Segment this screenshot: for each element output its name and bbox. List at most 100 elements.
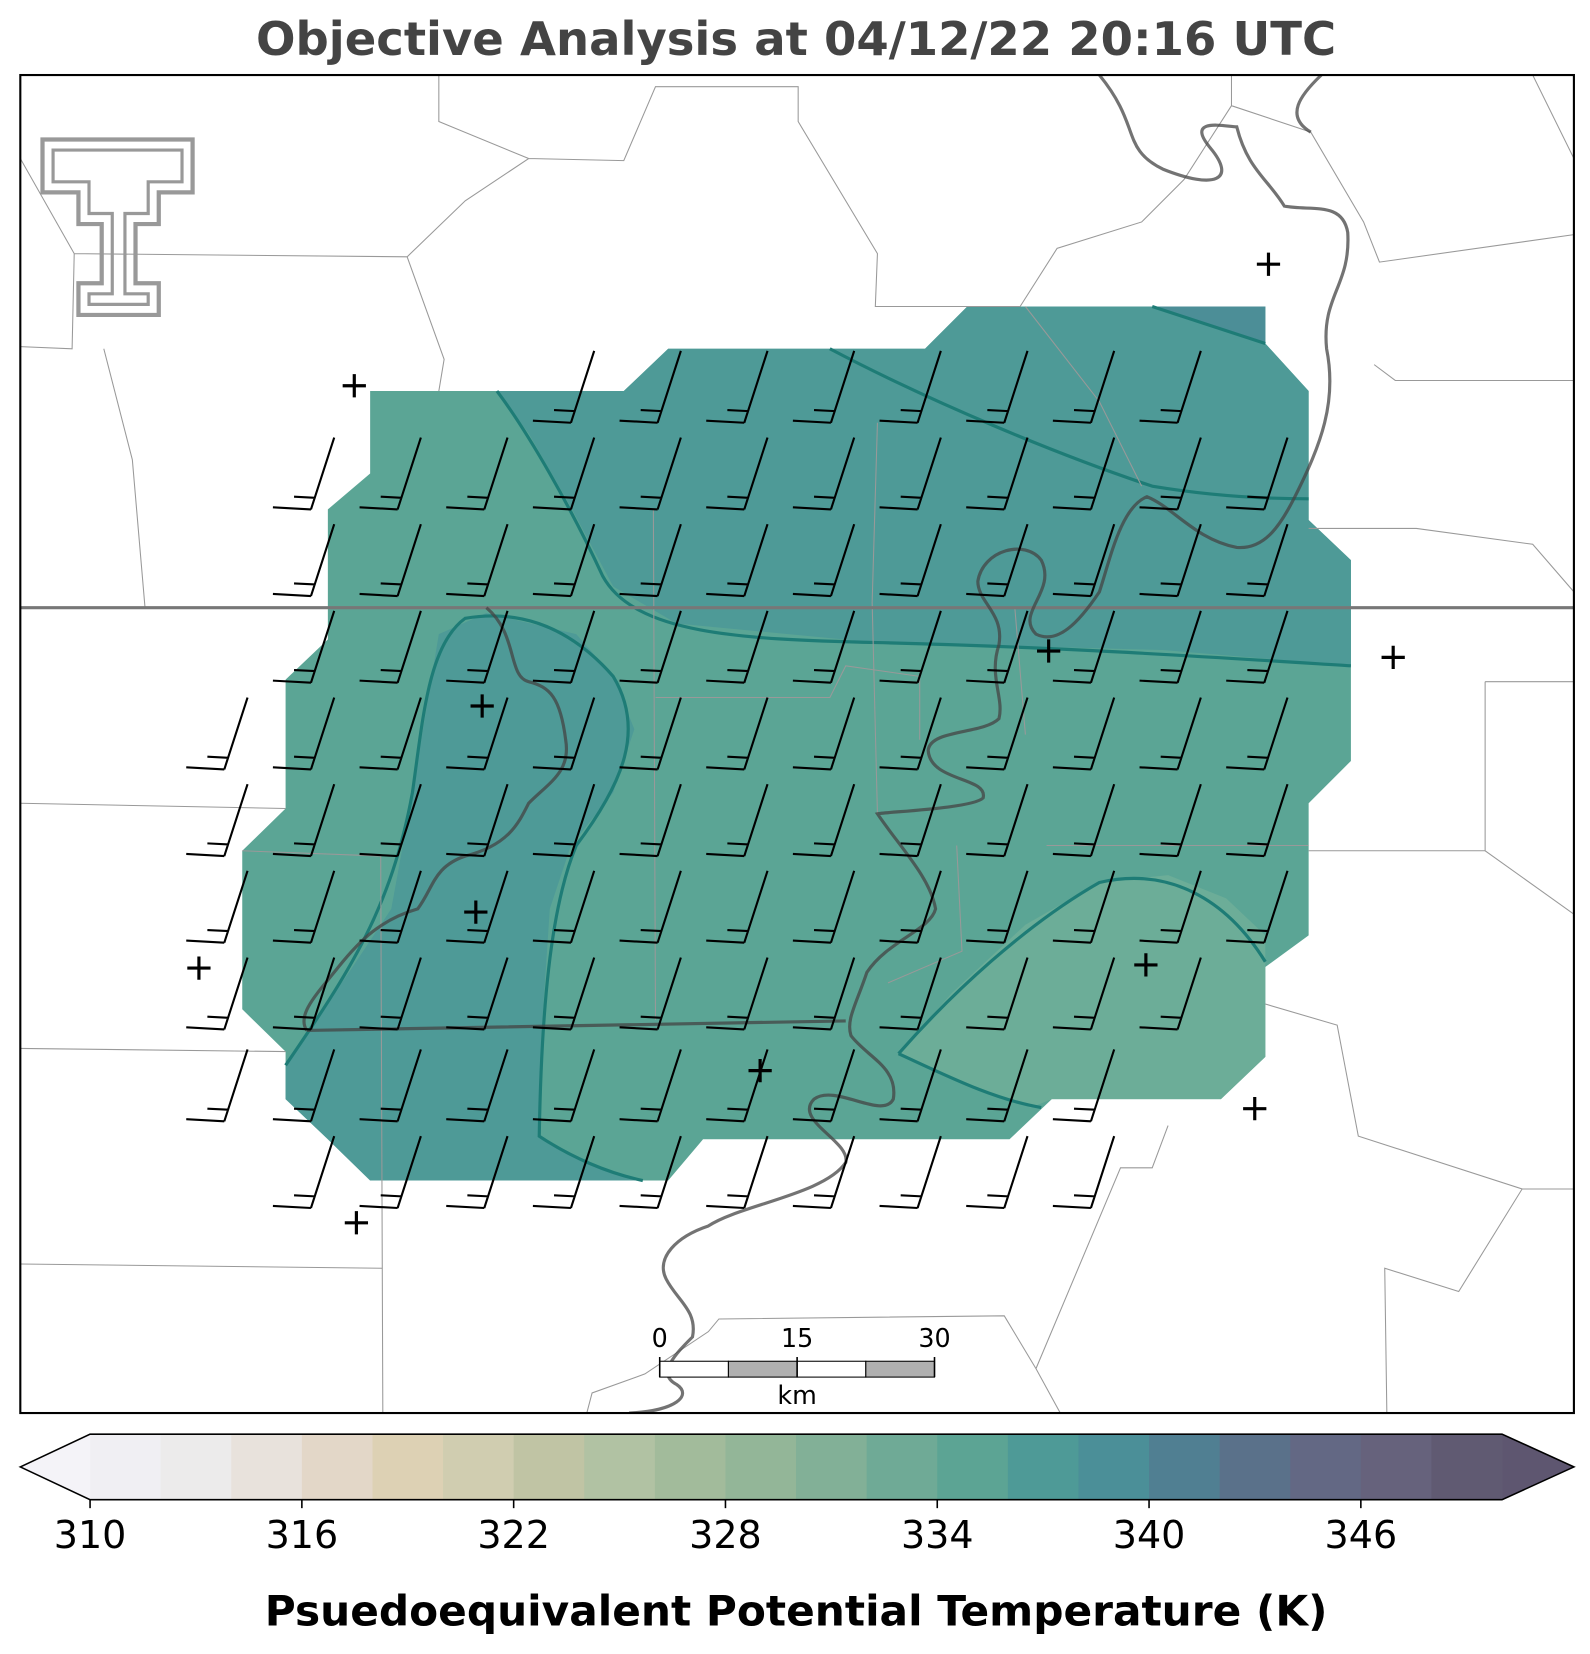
wind-barb: [446, 1049, 509, 1123]
wind-barb: [1052, 437, 1116, 511]
wind-barb: [1139, 957, 1202, 1031]
scale-label: 15: [781, 1323, 813, 1353]
colorbar-tick-label: 328: [689, 1513, 762, 1557]
wind-barb: [792, 437, 856, 511]
colorbar-tick-label: 322: [477, 1513, 550, 1557]
wind-barb: [1139, 523, 1202, 598]
wind-barb: [792, 697, 856, 771]
colorbar-bin: [1007, 1434, 1079, 1500]
wind-barb: [1139, 783, 1202, 858]
wind-barb: [186, 697, 249, 771]
station: [1256, 252, 1281, 276]
wind-barb: [706, 697, 769, 771]
wind-barb: [1052, 1135, 1116, 1210]
colorbar-bin: [513, 1434, 585, 1500]
wind-barb: [619, 610, 682, 684]
wind-barb: [272, 1135, 336, 1210]
wind-barb: [359, 870, 422, 944]
stations: [187, 252, 1405, 1235]
colorbar-bin: [654, 1434, 726, 1500]
station: [1243, 1097, 1267, 1121]
colorbar-extend-low: [20, 1434, 91, 1500]
colorbar-bin: [796, 1434, 868, 1500]
wind-barbs: [186, 350, 1289, 1210]
wind-barb: [532, 783, 596, 858]
wind-barb: [359, 697, 422, 771]
wind-barb: [706, 610, 769, 684]
wind-barb: [706, 957, 769, 1031]
colorbar-extend-high: [1502, 1434, 1574, 1500]
wind-barb: [1226, 610, 1289, 684]
wind-barb: [1052, 783, 1116, 858]
wind-barb: [619, 350, 682, 424]
wind-barb: [706, 783, 769, 858]
colorbar-bin: [301, 1434, 373, 1500]
wind-barb: [1052, 1049, 1116, 1123]
wind-barb: [186, 1049, 249, 1123]
wind-barb: [1052, 957, 1116, 1031]
colorbar-tick-label: 316: [266, 1513, 339, 1557]
wind-barb: [1139, 610, 1202, 684]
map: 0 15 30 km: [19, 73, 1575, 1415]
wind-barb: [359, 610, 422, 684]
colorbar-bin: [1290, 1434, 1362, 1500]
wind-barb: [792, 350, 856, 424]
wind-barb: [966, 783, 1029, 858]
colorbar-tick-label: 340: [1113, 1513, 1186, 1557]
wind-barb: [879, 957, 942, 1031]
colorbar-tick-label: 310: [54, 1513, 127, 1557]
wind-barb: [359, 1135, 422, 1210]
colorbar-bin: [584, 1434, 656, 1500]
wind-barb: [359, 523, 422, 598]
wind-barb: [1139, 697, 1202, 771]
wind-barb: [879, 610, 942, 684]
wind-barb: [792, 610, 856, 684]
wind-barb: [532, 437, 596, 511]
wind-barb: [619, 957, 682, 1031]
colorbar-bin: [1219, 1434, 1291, 1500]
wind-barb: [706, 870, 769, 944]
wind-barb: [792, 1049, 856, 1123]
wind-barb: [272, 437, 336, 511]
station: [748, 1058, 772, 1083]
wind-barb: [186, 783, 249, 858]
wind-barb: [272, 1049, 336, 1123]
wind-barb: [792, 957, 856, 1031]
colorbar-bin: [1078, 1434, 1150, 1500]
wind-barb: [619, 437, 682, 511]
colorbar-tick-label: 334: [901, 1513, 974, 1557]
colorbar-bin: [231, 1434, 303, 1500]
wind-barb: [619, 870, 682, 944]
wind-barb: [446, 957, 509, 1031]
colorbar-label: Psuedoequivalent Potential Temperature (…: [265, 1586, 1328, 1635]
wind-barb: [446, 437, 509, 511]
wind-barb: [532, 350, 596, 424]
wind-barb: [1139, 350, 1202, 424]
wind-barb: [619, 783, 682, 858]
colorbar-tick-label: 346: [1325, 1513, 1398, 1557]
wind-barb: [619, 1049, 682, 1123]
wind-barb: [1052, 523, 1116, 598]
wind-barb: [359, 437, 422, 511]
wind-barb: [446, 783, 509, 858]
analysis-fill-high: [285, 612, 640, 1181]
wind-barb: [966, 870, 1029, 944]
wind-barb: [879, 1049, 942, 1123]
wind-barb: [966, 1049, 1029, 1123]
title: Objective Analysis at 04/12/22 20:16 UTC: [256, 12, 1336, 66]
wind-barb: [1226, 783, 1289, 858]
county-lines: [20, 75, 1574, 1414]
wind-barb: [532, 697, 596, 771]
wind-barb: [966, 957, 1029, 1031]
wind-barb: [966, 610, 1029, 684]
wind-barb: [272, 957, 336, 1031]
wind-barb: [879, 870, 942, 944]
wind-barb: [966, 1135, 1029, 1210]
wind-barb: [186, 957, 249, 1031]
station: [342, 374, 366, 398]
wind-barb: [879, 350, 942, 424]
wind-barb: [1139, 437, 1202, 511]
scale-label: 0: [652, 1323, 668, 1353]
wind-barb: [1226, 697, 1289, 771]
